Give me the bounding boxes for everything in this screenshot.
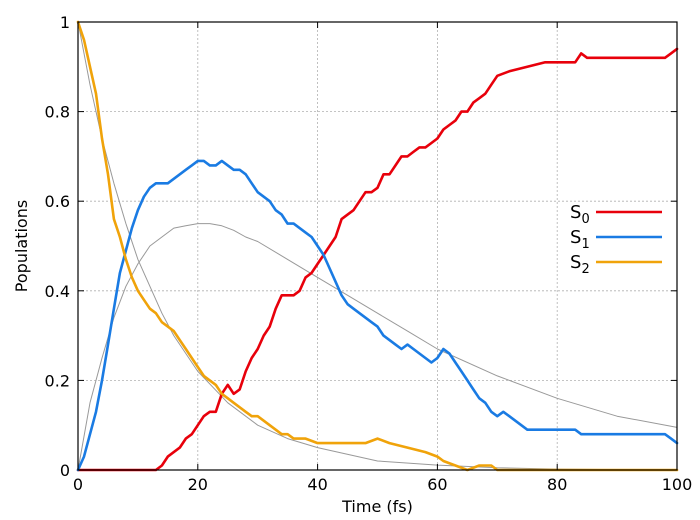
legend-label-s0: S0 [570,202,590,227]
y-tick-label: 0.4 [45,282,70,301]
series-lines [76,20,679,472]
model-curve-line [77,223,678,471]
legend-label-s2: S2 [570,252,590,277]
x-axis-label: Time (fs) [341,497,413,516]
y-tick-label: 0.6 [45,192,70,211]
x-tick-label: 0 [73,475,83,494]
axis-ticks: 0 20 40 60 80 100 0 0.2 0.4 0.6 0.8 1 [45,13,693,494]
legend-label-s1: S1 [570,227,590,252]
y-tick-label: 0.2 [45,371,70,390]
x-tick-label: 60 [427,475,447,494]
y-tick-label: 0 [60,461,70,480]
series-line-s1 [76,159,679,472]
y-axis-label: Populations [12,200,31,292]
plot-frame [77,21,678,471]
x-tick-label: 40 [307,475,327,494]
x-tick-label: 100 [662,475,693,494]
y-tick-label: 1 [60,13,70,32]
y-tick-label: 0.8 [45,103,70,122]
x-tick-label: 20 [188,475,208,494]
series-line-s0 [76,47,679,472]
series-line-s2 [76,20,679,472]
x-tick-label: 80 [547,475,567,494]
